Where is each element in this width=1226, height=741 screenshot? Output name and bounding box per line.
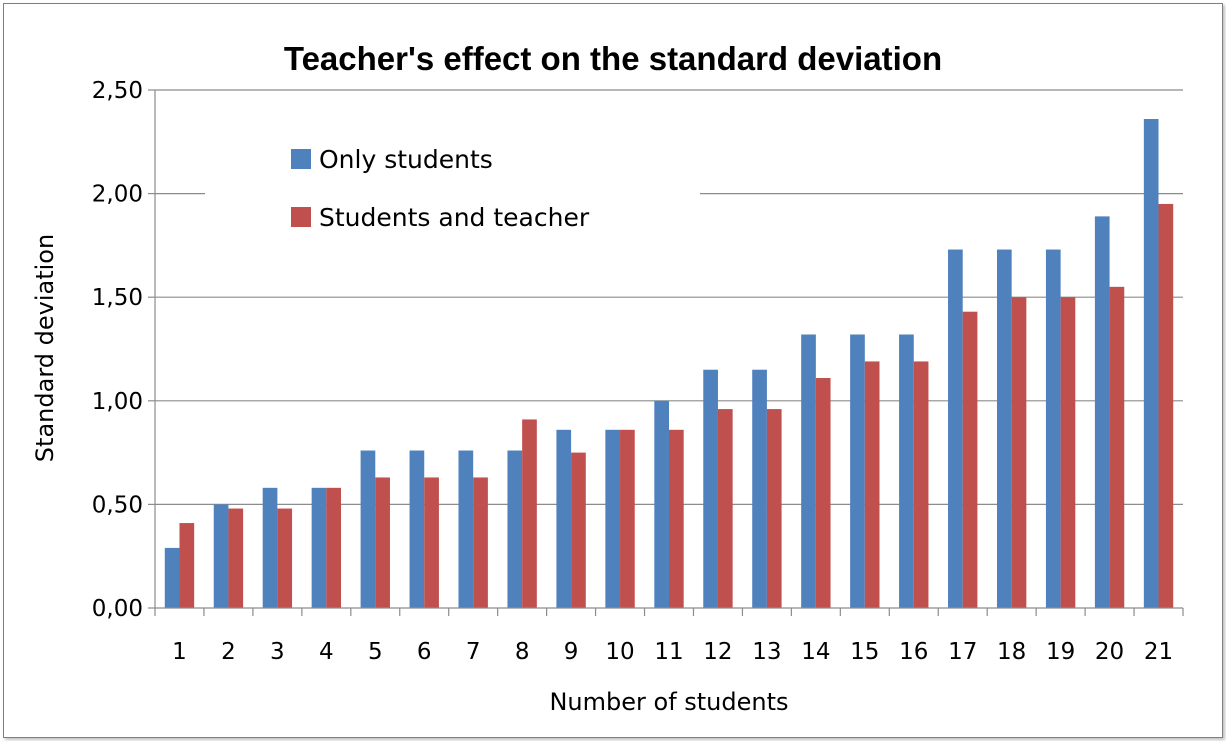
x-tick-label: 12 (703, 639, 732, 665)
x-tick-label: 20 (1095, 639, 1124, 665)
bar-only-students-19 (1045, 249, 1061, 608)
x-tick-label: 4 (319, 639, 334, 665)
y-tick-label: 1,00 (92, 389, 143, 415)
bar-only-students-4 (311, 487, 327, 608)
x-tick-label: 21 (1144, 639, 1173, 665)
bar-only-students-1 (164, 547, 180, 608)
y-axis-ticks: 0,00 0,50 1,00 1,50 2,00 2,50 (92, 78, 155, 622)
bar-only-students-21 (1143, 119, 1159, 609)
x-tick-label: 8 (515, 639, 530, 665)
bar-students-and-teacher-18 (1011, 297, 1027, 608)
x-tick-label: 2 (221, 639, 236, 665)
x-tick-label: 13 (752, 639, 781, 665)
bar-only-students-3 (262, 487, 278, 608)
y-tick-label: 2,00 (92, 182, 143, 208)
bar-students-and-teacher-21 (1158, 203, 1174, 608)
bar-only-students-18 (996, 249, 1012, 608)
bar-only-students-9 (556, 429, 572, 608)
bar-only-students-14 (801, 334, 816, 608)
chart-title: Teacher's effect on the standard deviati… (284, 40, 942, 77)
x-tick-label: 7 (466, 639, 481, 665)
bar-students-and-teacher-16 (913, 361, 929, 608)
bar-students-and-teacher-3 (277, 508, 293, 608)
bar-only-students-8 (507, 450, 523, 608)
bar-students-and-teacher-12 (717, 409, 733, 608)
x-tick-label: 10 (605, 639, 634, 665)
bar-students-and-teacher-4 (326, 487, 342, 608)
bar-students-and-teacher-15 (864, 361, 880, 608)
bar-students-and-teacher-2 (228, 508, 244, 608)
x-tick-label: 16 (899, 639, 928, 665)
y-axis-title: Standard deviation (31, 234, 59, 462)
legend: Only students Students and teacher (205, 135, 700, 245)
bar-only-students-11 (654, 400, 669, 608)
bar-students-and-teacher-6 (424, 477, 439, 608)
bar-students-and-teacher-7 (473, 477, 488, 608)
bar-students-and-teacher-14 (815, 378, 831, 608)
bar-only-students-2 (213, 504, 229, 608)
bar-students-and-teacher-1 (179, 523, 195, 608)
bar-only-students-20 (1094, 216, 1110, 608)
bar-only-students-12 (703, 369, 718, 608)
bar-only-students-15 (850, 334, 865, 608)
axes (154, 90, 1183, 609)
x-axis-ticks: 1 2 3 4 5 6 7 8 9 10 11 12 13 14 15 16 17 18 19 20 21 (154, 608, 1184, 665)
x-tick-label: 15 (850, 639, 879, 665)
legend-label: Students and teacher (319, 203, 590, 232)
legend-label: Only students (319, 145, 493, 174)
bar-students-and-teacher-9 (571, 452, 586, 608)
x-tick-label: 18 (997, 639, 1026, 665)
x-tick-label: 9 (564, 639, 579, 665)
y-tick-label: 0,50 (92, 492, 143, 518)
bar-only-students-16 (899, 334, 914, 608)
bar-students-and-teacher-20 (1109, 286, 1125, 608)
x-tick-label: 19 (1046, 639, 1075, 665)
bar-students-and-teacher-10 (620, 429, 635, 608)
x-tick-label: 11 (654, 639, 683, 665)
x-tick-label: 3 (270, 639, 285, 665)
bar-students-and-teacher-11 (669, 429, 684, 608)
bar-students-and-teacher-8 (522, 419, 537, 608)
bar-only-students-10 (605, 429, 621, 608)
bar-students-and-teacher-5 (375, 477, 390, 608)
bar-students-and-teacher-17 (962, 311, 978, 608)
bar-only-students-5 (360, 450, 376, 608)
legend-swatch (291, 207, 311, 227)
y-tick-label: 0,00 (92, 596, 143, 622)
bar-only-students-6 (409, 450, 425, 608)
x-tick-label: 14 (801, 639, 830, 665)
y-tick-label: 1,50 (92, 285, 143, 311)
bars (164, 119, 1174, 609)
x-axis-title: Number of students (549, 688, 788, 716)
x-tick-label: 1 (172, 639, 187, 665)
bar-only-students-13 (752, 369, 767, 608)
y-tick-label: 2,50 (92, 78, 143, 104)
bar-students-and-teacher-13 (766, 409, 782, 608)
x-tick-label: 5 (368, 639, 383, 665)
legend-swatch (291, 149, 311, 169)
bar-only-students-7 (458, 450, 474, 608)
legend-background (205, 135, 700, 245)
bar-only-students-17 (948, 249, 963, 608)
bar-students-and-teacher-19 (1060, 297, 1076, 608)
x-tick-label: 17 (948, 639, 977, 665)
x-tick-label: 6 (417, 639, 432, 665)
